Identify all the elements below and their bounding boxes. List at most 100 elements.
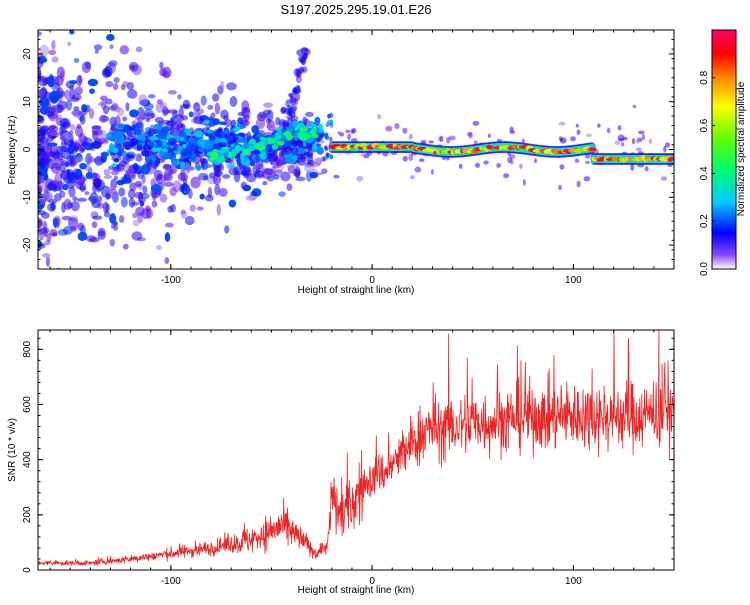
spectral-blob xyxy=(69,124,76,131)
spectral-blob xyxy=(231,148,237,156)
spectral-blob xyxy=(134,191,144,199)
spectral-blob xyxy=(203,175,209,181)
spectral-blob xyxy=(347,133,351,141)
spectral-blob xyxy=(177,146,183,151)
spectral-blob xyxy=(76,197,87,202)
spectral-blob xyxy=(227,139,236,144)
spectral-blob xyxy=(224,133,232,141)
spectral-blob xyxy=(254,154,260,163)
spectral-blob xyxy=(94,49,99,54)
spectral-blob xyxy=(74,272,81,278)
spectral-blob xyxy=(300,47,309,52)
colorbar-tick-label: 0.0 xyxy=(699,262,710,276)
spectral-blob xyxy=(317,172,324,176)
spectral-blob xyxy=(635,147,642,151)
spectral-blob xyxy=(97,230,106,240)
spectral-blob xyxy=(77,222,85,232)
spectral-blob xyxy=(408,133,413,140)
spectral-blob xyxy=(203,119,210,125)
spectral-blob xyxy=(402,155,408,162)
spectral-blob xyxy=(118,215,125,223)
spectral-blob xyxy=(584,160,591,165)
spectral-blob xyxy=(669,156,674,161)
spectral-blob xyxy=(297,131,305,139)
spectral-blob xyxy=(59,136,66,141)
spectral-blob xyxy=(242,169,250,179)
spectral-blob xyxy=(70,226,77,232)
spectral-blob xyxy=(177,172,189,182)
spectral-blob xyxy=(45,282,54,289)
spectral-blob xyxy=(73,58,80,64)
spectral-blob xyxy=(84,61,92,70)
spectral-blob xyxy=(394,123,400,130)
spectral-blob xyxy=(241,106,251,114)
spectral-blob xyxy=(195,165,202,171)
spectral-blob xyxy=(496,162,501,168)
spectral-blob xyxy=(299,127,308,132)
spectral-blob xyxy=(220,80,225,91)
spectral-blob xyxy=(214,184,221,196)
spectral-blob xyxy=(648,138,653,145)
spectral-blob xyxy=(67,172,77,180)
spectral-blob xyxy=(89,192,99,204)
spectral-blob xyxy=(262,180,268,186)
spectrogram-xtick-label: 100 xyxy=(565,275,582,286)
spectrogram-x-axis-label: Height of straight line (km) xyxy=(298,285,415,296)
spectral-blob xyxy=(321,168,328,174)
spectral-blob xyxy=(295,176,306,182)
colorbar-gradient xyxy=(711,29,737,270)
spectral-blob xyxy=(38,170,43,178)
spectral-blob xyxy=(156,131,168,140)
spectral-blob xyxy=(293,68,300,77)
spectral-blob xyxy=(242,149,249,156)
snr-xtick-label: 100 xyxy=(565,576,582,587)
spectral-blob xyxy=(92,129,104,136)
spectral-blob xyxy=(106,193,112,200)
spectral-blob xyxy=(137,106,145,117)
spectral-blob xyxy=(122,243,129,250)
spectral-blob xyxy=(239,163,244,171)
spectral-blob xyxy=(145,117,151,123)
spectral-blob xyxy=(316,146,324,155)
spectral-blob xyxy=(120,84,126,91)
spectral-blob xyxy=(114,115,121,127)
spectral-blob xyxy=(152,128,158,135)
spectral-blob xyxy=(49,93,59,104)
spectral-blob xyxy=(266,137,274,144)
spectral-blob xyxy=(167,90,178,95)
spectral-blob xyxy=(82,109,88,115)
spectral-blob xyxy=(210,112,216,118)
spectral-blob xyxy=(38,75,49,87)
spectral-blob xyxy=(291,120,299,127)
spectral-blob xyxy=(235,144,241,153)
spectral-blob xyxy=(141,174,146,184)
spectral-blob xyxy=(111,122,118,132)
spectral-blob xyxy=(329,154,334,160)
figure-title: S197.2025.295.19.01.E26 xyxy=(280,2,431,17)
spectral-blob xyxy=(276,161,284,167)
spectral-blob xyxy=(289,111,296,118)
spectral-blob xyxy=(38,144,45,153)
spectral-blob xyxy=(220,109,229,120)
spectral-blob xyxy=(519,163,523,169)
spectral-blob xyxy=(212,93,220,102)
spectral-blob xyxy=(100,151,110,157)
spectral-blob xyxy=(230,124,236,130)
spectral-blob xyxy=(147,94,156,99)
spectral-blob xyxy=(79,147,85,154)
spectral-blob xyxy=(250,150,259,155)
spectral-blob xyxy=(168,168,174,175)
spectral-blob xyxy=(448,135,456,141)
spectral-blob xyxy=(309,121,314,129)
spectral-blob xyxy=(173,149,181,155)
spectral-blob xyxy=(663,145,667,153)
spectral-blob xyxy=(153,123,163,130)
spectral-blob xyxy=(242,184,252,192)
spectral-blob xyxy=(630,163,635,171)
spectral-blob xyxy=(298,55,306,63)
spectral-blob xyxy=(273,174,280,180)
snr-axes: -100 0 100 0 200 400 600 800 xyxy=(22,330,675,587)
spectral-blob xyxy=(105,203,110,213)
spectral-blob xyxy=(277,156,285,161)
spectral-blob xyxy=(638,130,645,135)
